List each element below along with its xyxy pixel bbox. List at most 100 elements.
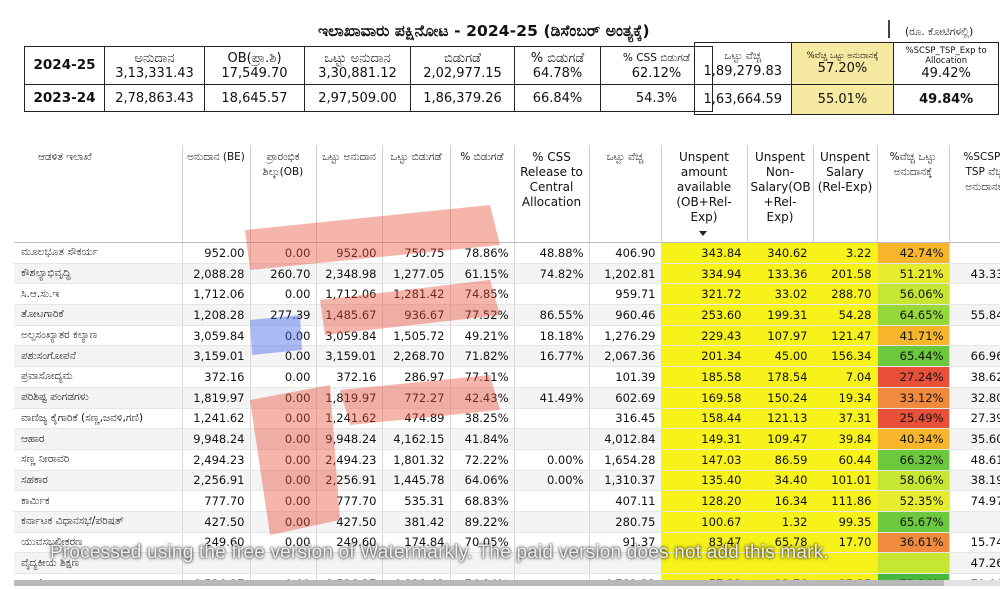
table-row[interactable]: ಕಾರ್ಮಿಕ777.700.00777.70535.3168.83%407.1… bbox=[14, 490, 1000, 512]
summary-value: 64.78% bbox=[532, 65, 583, 81]
table-cell: 0.00 bbox=[250, 345, 317, 368]
horizontal-scrollbar-thumb[interactable] bbox=[14, 580, 944, 586]
summary-header: % CSS ಬಿಡುಗಡೆ bbox=[622, 51, 691, 64]
divider bbox=[888, 20, 890, 38]
table-cell: 149.31 bbox=[661, 428, 748, 450]
table-row[interactable]: ವೈದ್ಯಕೀಯ ಶಿಕ್ಷಣ 47.26% bbox=[14, 552, 1000, 574]
table-cell: 72.22% bbox=[450, 449, 515, 471]
table-cell: 1,654.28 bbox=[589, 449, 662, 471]
table-cell: 1,819.97 bbox=[316, 387, 383, 409]
col-header-scsp-tsp[interactable]: %SCSP_ TSP ವೆಚ್ಚ ಅನುದಾನಕ್ಕೆ bbox=[949, 145, 1000, 243]
table-cell: 86.59 bbox=[747, 449, 814, 471]
table-row[interactable]: ವಾಣಿಜ್ಯ ಕೈಗಾರಿಕೆ (ಸಣ್ಣ,ಜವಳಿ,ಗಣಿ) 1,241.62… bbox=[14, 408, 1000, 430]
col-header-allocation[interactable]: ಅನುದಾನ (BE) bbox=[182, 145, 251, 243]
table-cell: 952.00 bbox=[182, 242, 251, 264]
table-cell: 48.61% bbox=[949, 449, 1000, 471]
table-cell: 0.00 bbox=[250, 470, 317, 492]
department-name: ವೈದ್ಯಕೀಯ ಶಿಕ್ಷಣ bbox=[14, 552, 183, 574]
department-table: ಆಡಳಿತ ಇಲಾಖೆ ಅನುದಾನ (BE) ಪ್ರಾರಂಭಿಕ ಶಿಲ್ಕು… bbox=[14, 145, 1000, 585]
col-header-exp-pct[interactable]: %ವೆಚ್ಚ ಒಟ್ಟು ಅನುದಾನಕ್ಕೆ bbox=[877, 145, 950, 243]
department-table-container[interactable]: ಆಡಳಿತ ಇಲಾಖೆ ಅನುದಾನ (BE) ಪ್ರಾರಂಭಿಕ ಶಿಲ್ಕು… bbox=[14, 145, 1000, 585]
table-row[interactable]: ಯುವಸಬಲೀಕರಣ 249.60 0.00 249.60 174.84 70.05% 91… bbox=[14, 532, 1000, 554]
table-cell: 100.67 bbox=[661, 511, 748, 533]
exp-pct-cell: 64.65% bbox=[877, 304, 950, 326]
summary-row-previous: 2023-24 2,78,863.43 18,645.57 2,97,509.0… bbox=[24, 84, 713, 112]
watermark-shape bbox=[250, 315, 302, 355]
summary-year: 2024-25 bbox=[24, 46, 105, 85]
table-cell: 48.88% bbox=[514, 242, 590, 264]
table-cell: 17.70 bbox=[813, 532, 878, 554]
table-cell: 0.00 bbox=[250, 242, 317, 264]
summary-value: 2,02,977.15 bbox=[423, 65, 502, 81]
table-cell: 43.33% bbox=[949, 263, 1000, 285]
col-header-unspent-salary[interactable]: Unspent Salary (Rel-Exp) bbox=[813, 145, 878, 243]
col-header-total-allocation[interactable]: ಒಟ್ಟು ಅನುದಾನ bbox=[316, 145, 383, 243]
exp-pct-cell: 65.67% bbox=[877, 511, 950, 533]
table-cell: 260.70 bbox=[250, 263, 317, 285]
table-cell: 249.60 bbox=[316, 532, 383, 554]
department-name: ಪ್ರವಾಸೋದ್ಯಮ bbox=[14, 366, 183, 388]
table-cell: 474.89 bbox=[382, 408, 451, 430]
summary-value: 49.84% bbox=[893, 84, 999, 115]
table-row[interactable]: ಮೂಲಭೂತ ಸೌಕರ್ಯ952.000.00952.00750.7578.86… bbox=[14, 242, 1000, 264]
table-row[interactable]: ಪ್ರವಾಸೋದ್ಯಮ372.160.00372.16286.9777.11%1… bbox=[14, 366, 1000, 388]
table-cell: 0.00 bbox=[250, 283, 317, 306]
table-cell: 0.00% bbox=[514, 470, 590, 492]
department-name: ಸಿ.ಆ.ಸು.ಇ bbox=[14, 283, 183, 306]
col-header-department[interactable]: ಆಡಳಿತ ಇಲಾಖೆ bbox=[14, 145, 183, 243]
table-row[interactable]: ತೋಟಗಾರಿಕೆ1,208.28277.391,485.67936.6777.… bbox=[14, 304, 1000, 326]
summary-value: 62.12% bbox=[631, 65, 682, 81]
table-row[interactable]: ಪಶುಸಂಗೋಪನೆ 3,159.01 0.00 3,159.01 2,268.70 71… bbox=[14, 345, 1000, 368]
col-header-opening-balance[interactable]: ಪ್ರಾರಂಭಿಕ ಶಿಲ್ಕು(OB) bbox=[250, 145, 317, 243]
table-cell: 27.39% bbox=[949, 408, 1000, 430]
summary-value: 2,97,509.00 bbox=[304, 84, 411, 112]
table-row[interactable]: ಪರಿಶಿಷ್ಟ ಪಂಗಡಗಳು1,819.970.001,819.97772.… bbox=[14, 387, 1000, 409]
table-cell: 18.18% bbox=[514, 325, 590, 347]
table-cell: 1,310.37 bbox=[589, 470, 662, 492]
table-cell: 15.74% bbox=[949, 532, 1000, 554]
table-cell bbox=[949, 511, 1000, 533]
table-row[interactable]: ಸಿ.ಆ.ಸು.ಇ1,712.060.001,712.061,281.4274.… bbox=[14, 283, 1000, 306]
table-cell bbox=[250, 552, 317, 574]
table-cell: 133.36 bbox=[747, 263, 814, 285]
col-header-unspent-amount-label: Unspent amount available (OB+Rel-Exp) bbox=[676, 150, 732, 224]
department-name: ಅಲ್ಪಸಂಖ್ಯಾತರ ಕಲ್ಯಾಣ bbox=[14, 325, 183, 347]
table-cell: 535.31 bbox=[382, 490, 451, 512]
col-header-release-pct[interactable]: % ಬಿಡುಗಡೆ bbox=[450, 145, 515, 243]
col-header-total-release[interactable]: ಒಟ್ಟು ಬಿಡುಗಡೆ bbox=[382, 145, 451, 243]
table-cell: 2,256.91 bbox=[182, 470, 251, 492]
table-row[interactable]: ಕರ್ನಾಟಕ ವಿಧಾನಸಭೆ/ಪರಿಷತ್427.500.00427.503… bbox=[14, 511, 1000, 533]
table-row[interactable]: ಸಣ್ಣ ನೀರಾವರಿ2,494.230.002,494.231,801.32… bbox=[14, 449, 1000, 471]
col-header-unspent-nonsalary[interactable]: Unspent Non-Salary(OB +Rel-Exp) bbox=[747, 145, 814, 243]
department-name: ಕರ್ನಾಟಕ ವಿಧಾನಸಭೆ/ಪರಿಷತ್ bbox=[14, 511, 183, 533]
table-row[interactable]: ಆಹಾರ9,948.240.009,948.244,162.1541.84%4,… bbox=[14, 428, 1000, 450]
table-cell: 316.45 bbox=[589, 408, 662, 430]
table-cell: 2,067.36 bbox=[589, 345, 662, 368]
col-header-total-expenditure[interactable]: ಒಟ್ಟು ವೆಚ್ಚ bbox=[589, 145, 662, 243]
table-cell: 121.47 bbox=[813, 325, 878, 347]
table-cell: 777.70 bbox=[182, 490, 251, 512]
table-cell: 128.20 bbox=[661, 490, 748, 512]
table-cell: 1,208.28 bbox=[182, 304, 251, 326]
table-cell: 1.32 bbox=[747, 511, 814, 533]
exp-pct-cell: 56.06% bbox=[877, 283, 950, 306]
sort-desc-icon[interactable] bbox=[699, 231, 707, 236]
table-cell: 74.97% bbox=[949, 490, 1000, 512]
table-row[interactable]: ಕೌಶಲ್ಯಾಭಿವೃದ್ಧಿ 2,088.28 260.70 2,348.98 1,2… bbox=[14, 263, 1000, 285]
department-name: ಕಾರ್ಮಿಕ bbox=[14, 490, 183, 512]
table-row[interactable]: ಅಲ್ಪಸಂಖ್ಯಾತರ ಕಲ್ಯಾಣ3,059.840.003,059.841… bbox=[14, 325, 1000, 347]
summary-row-current: 2024-25 ಅನುದಾನ 3,13,331.43 OB(ಪ್ರಾ.ಶಿ) 17,… bbox=[24, 46, 713, 85]
table-cell: 0.00 bbox=[250, 366, 317, 388]
table-cell: 936.67 bbox=[382, 304, 451, 326]
table-row[interactable]: ಸಹಕಾರ2,256.910.002,256.911,445.7864.06%0… bbox=[14, 470, 1000, 492]
table-cell: 7.04 bbox=[813, 366, 878, 388]
table-cell: 334.94 bbox=[661, 263, 748, 285]
table-cell: 288.70 bbox=[813, 283, 878, 306]
table-cell: 156.34 bbox=[813, 345, 878, 368]
watermark-shape bbox=[320, 280, 500, 335]
col-header-css-release[interactable]: % CSS Release to Central Allocation bbox=[514, 145, 590, 243]
summary-year: 2023-24 bbox=[24, 84, 105, 112]
table-cell: 42.43% bbox=[450, 387, 515, 409]
col-header-unspent-amount[interactable]: Unspent amount available (OB+Rel-Exp) bbox=[661, 145, 748, 243]
